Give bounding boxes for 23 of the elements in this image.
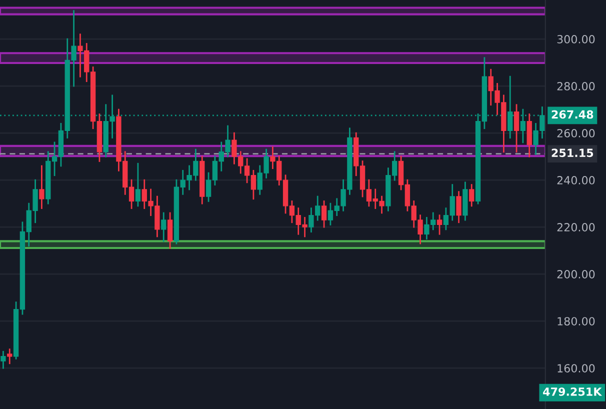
candlestick (321, 200, 327, 228)
candlestick (7, 348, 12, 364)
y-tick-label: 240.00 (557, 176, 595, 184)
ref-line-label: 251.15 (552, 148, 594, 158)
y-tick-label: 260.00 (557, 129, 595, 138)
candlestick (135, 162, 141, 207)
candlestick (161, 212, 166, 242)
ref-line-label: 267.48 (552, 110, 594, 119)
candlestick (469, 184, 474, 207)
candlestick (456, 191, 462, 224)
candlestick (526, 114, 532, 158)
candlestick (39, 165, 44, 209)
y-tick-label: 180.00 (558, 317, 595, 326)
y-tick-label: 200.00 (557, 270, 595, 278)
annotation: 479.251K (543, 387, 602, 396)
candlestick (0, 350, 6, 369)
candlestick (436, 214, 442, 235)
candlestick (167, 212, 173, 249)
y-tick-label: 300.00 (557, 34, 595, 44)
candlestick (514, 104, 520, 153)
y-tick-label: 160.00 (558, 364, 595, 372)
y-tick-label: 220.00 (557, 223, 595, 232)
y-tick-label: 280.00 (557, 82, 595, 90)
